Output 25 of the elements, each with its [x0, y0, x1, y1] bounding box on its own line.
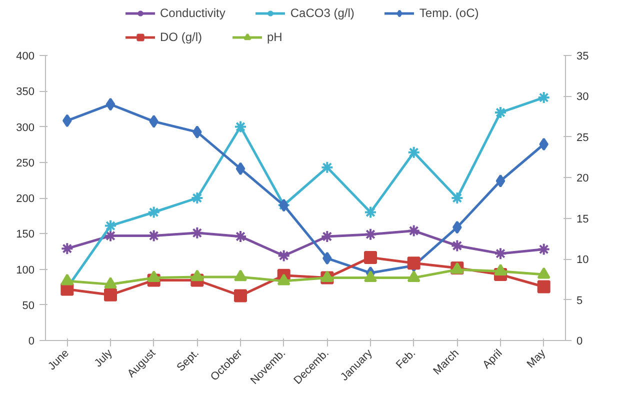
y2-tick-label: 5 — [576, 294, 583, 307]
legend-label: CaCO3 (g/l) — [290, 6, 354, 20]
y-tick-label: 250 — [16, 157, 35, 170]
y-tick-label: 150 — [16, 228, 35, 241]
legend-label: pH — [267, 30, 284, 44]
y-tick-label: 100 — [16, 264, 35, 276]
y2-tick-label: 15 — [576, 213, 589, 226]
y-tick-label: 300 — [16, 122, 35, 134]
y2-tick-label: 20 — [576, 172, 589, 185]
legend-label: Conductivity — [160, 6, 226, 20]
y-tick-label: 50 — [22, 300, 35, 312]
legend-label: DO (g/l) — [160, 30, 202, 44]
y2-tick-label: 30 — [576, 91, 589, 104]
x-tick-label: Feb. — [394, 347, 418, 372]
y2-tick-label: 35 — [576, 50, 589, 62]
y-tick-label: 400 — [16, 50, 35, 62]
y-tick-label: 0 — [28, 336, 35, 348]
x-tick-label: May — [524, 346, 548, 370]
y-tick-label: 350 — [16, 86, 35, 98]
y-tick-label: 200 — [16, 193, 35, 205]
y2-tick-label: 0 — [576, 336, 583, 348]
x-tick-label: July — [92, 346, 116, 370]
legend-label: Temp. (oC) — [419, 6, 479, 20]
y2-tick-label: 10 — [576, 254, 589, 266]
y2-tick-label: 25 — [576, 132, 589, 144]
